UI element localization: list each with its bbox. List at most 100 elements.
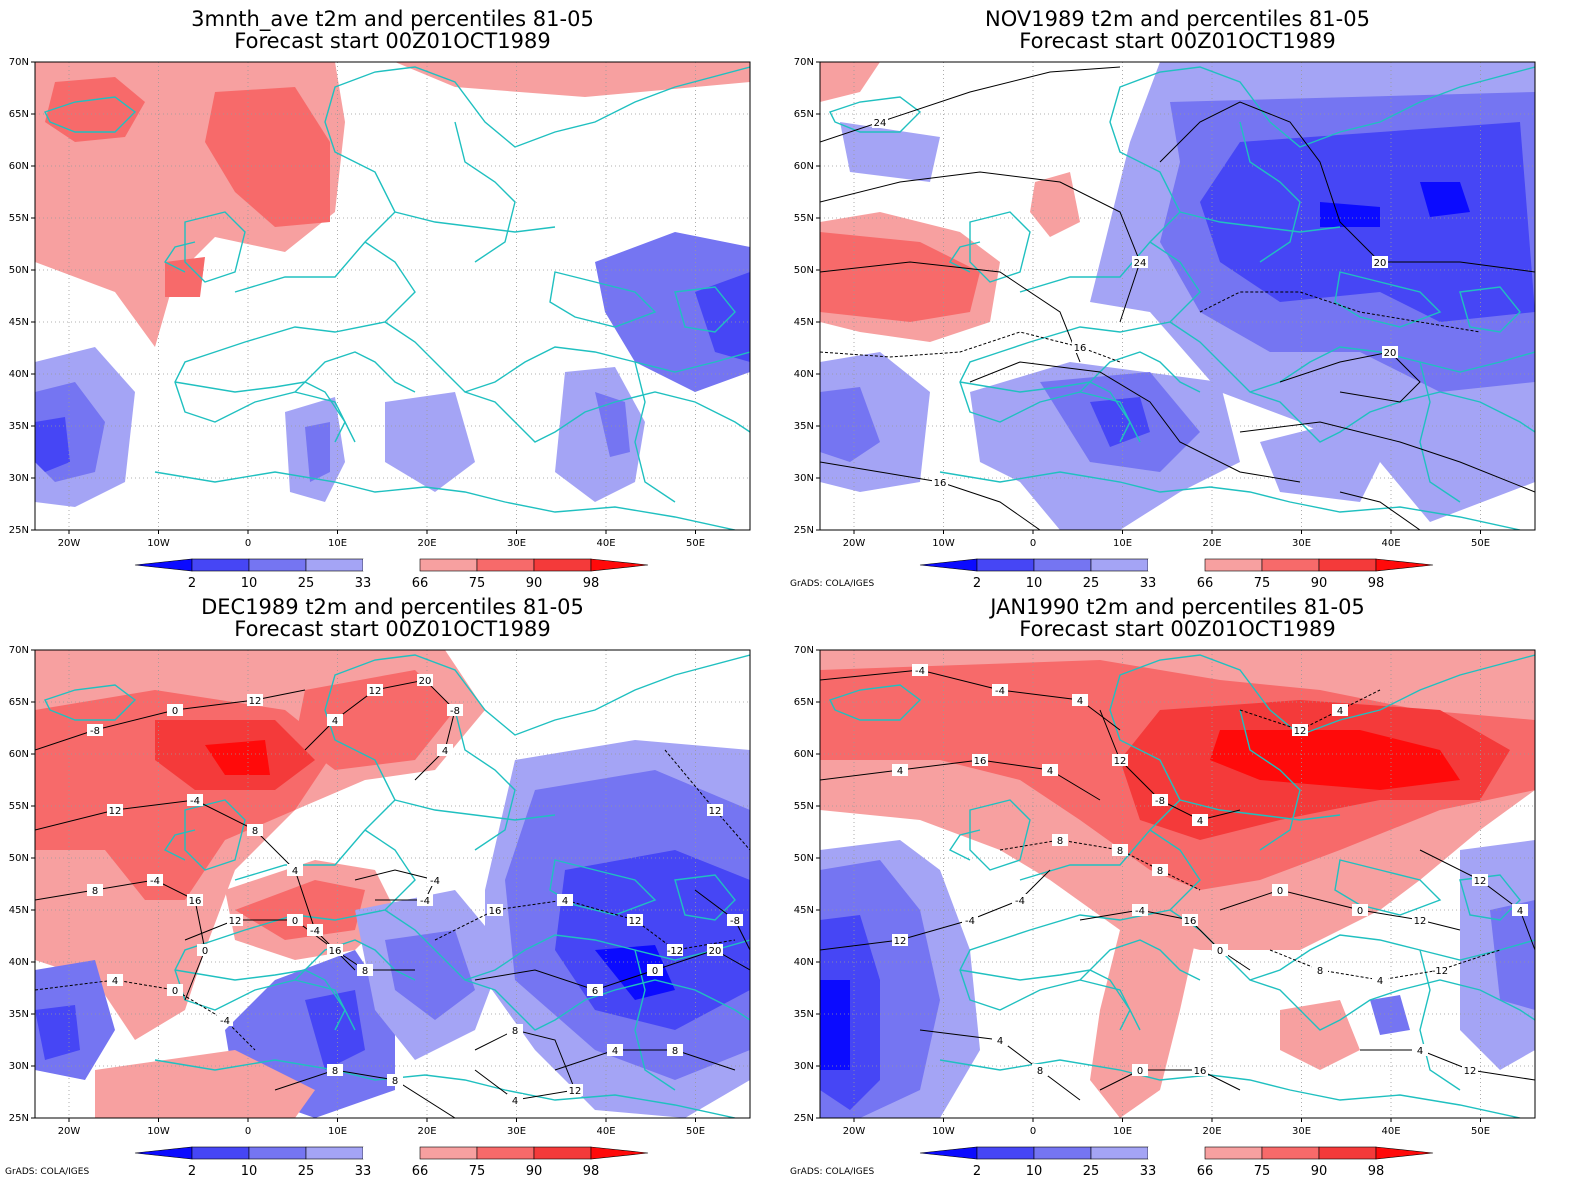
colorbar-level-label: 98 — [1368, 576, 1385, 591]
contour-label-text: 0 — [202, 946, 208, 957]
coastline — [1249, 391, 1535, 443]
contour-label-text: 12 — [109, 806, 122, 817]
coastline — [184, 211, 246, 283]
contour-label-text: 12 — [1464, 1066, 1477, 1077]
lon-tick-label: 20E — [417, 538, 436, 549]
contour-label: 20 — [1372, 256, 1388, 269]
contour-label: 24 — [872, 116, 888, 129]
lat-tick-label: 60N — [9, 161, 29, 172]
colorbar-segment — [533, 558, 592, 572]
colorbar-arrow-low — [919, 558, 978, 572]
contour-label: 8 — [247, 824, 263, 837]
colorbar-level-label: 10 — [1026, 576, 1043, 591]
lon-tick-label: 50E — [686, 538, 705, 549]
contour-label: 12 — [892, 934, 908, 947]
coastline — [294, 391, 356, 443]
coastline — [674, 874, 736, 921]
lat-tick-label: 60N — [794, 749, 814, 760]
percentile-shading-5 — [395, 62, 750, 97]
contour-label: 4 — [892, 764, 908, 777]
lat-tick-label: 40N — [9, 369, 29, 380]
coastline — [549, 271, 657, 328]
contour-label-text: 16 — [934, 478, 947, 489]
coastline — [1334, 859, 1442, 916]
percentile-shading-2 — [45, 77, 145, 142]
lat-tick-label: 65N — [794, 697, 814, 708]
lon-tick-label: 20W — [843, 1126, 866, 1137]
colorbar-segment — [476, 558, 535, 572]
coastline — [1419, 361, 1461, 503]
colorbar-level-label: 90 — [526, 576, 543, 591]
contour-label-text: 4 — [442, 746, 448, 757]
coastline — [969, 799, 1031, 871]
map-panel-4: JAN1990 t2m and percentiles 81-05Forecas… — [790, 595, 1536, 1179]
lat-tick-label: 35N — [9, 1009, 29, 1020]
coastline — [1239, 121, 1301, 263]
contour-label: 4 — [1042, 764, 1058, 777]
coastline — [1169, 321, 1535, 393]
lat-tick-label: 55N — [794, 213, 814, 224]
temperature-contour — [1360, 1049, 1535, 1081]
percentile-shading-5 — [295, 670, 455, 770]
lon-tick-label: 10W — [932, 538, 955, 549]
lon-tick-label: 30E — [1292, 538, 1311, 549]
colorbar-segment — [1033, 1146, 1092, 1160]
coastline — [829, 96, 922, 133]
lat-tick-label: 65N — [794, 109, 814, 120]
temperature-contour — [1269, 949, 1501, 981]
lat-tick-label: 30N — [9, 1061, 29, 1072]
colorbar-arrow-high — [1375, 558, 1434, 572]
lat-tick-label: 60N — [794, 161, 814, 172]
temperature-contour — [969, 361, 1301, 483]
coastline — [948, 241, 981, 273]
map-frame — [34, 61, 751, 531]
lat-tick-label: 25N — [794, 1113, 814, 1124]
percentile-shading-15 — [595, 392, 630, 457]
percentile-shading-2 — [840, 122, 940, 182]
contour-label: 12 — [107, 804, 123, 817]
grads-credit: GrADS: COLA/IGES — [790, 579, 874, 589]
percentile-shading-18 — [95, 1050, 315, 1118]
colorbar: 2 10 25 33 66 75 90 98 — [919, 558, 1434, 591]
contour-label-text: -12 — [1432, 966, 1448, 977]
contour-label: 8 — [1052, 834, 1068, 847]
lat-tick-label: 70N — [794, 645, 814, 656]
colorbar-level-label: 10 — [1026, 1164, 1043, 1179]
lat-tick-label: 30N — [794, 1061, 814, 1072]
colorbar-level-label: 33 — [1140, 576, 1157, 591]
contour-label: 20 — [417, 674, 433, 687]
lat-tick-label: 70N — [794, 57, 814, 68]
contour-label: 8 — [1112, 844, 1128, 857]
colorbar-segment — [419, 558, 478, 572]
percentile-shading-13 — [385, 392, 475, 492]
map-area: -4 -4 0 4 -8 -4 -4 0 -12 4 4 8 0 4 12 4 8 12 12 4 16 8 4 12 0 4 -4… — [820, 650, 1535, 1118]
contour-label: 20 — [707, 944, 723, 957]
contour-label-text: -8 — [450, 706, 460, 717]
contour-label: 8 — [387, 1074, 403, 1087]
contour-label-text: 4 — [997, 1036, 1003, 1047]
colorbar-arrow-low — [919, 1146, 978, 1160]
lat-tick-label: 65N — [9, 697, 29, 708]
coastline — [163, 241, 196, 273]
contour-label-text: 4 — [512, 1096, 518, 1107]
contour-label-text: 0 — [172, 706, 178, 717]
colorbar-segment — [1261, 1146, 1320, 1160]
lat-tick-label: 45N — [9, 905, 29, 916]
contour-label: -12 — [667, 944, 683, 957]
coastline — [1459, 874, 1521, 921]
lon-tick-label: 0 — [245, 1126, 251, 1137]
percentile-shading-4 — [205, 740, 270, 775]
contour-label-text: 8 — [672, 1046, 678, 1057]
map-frame — [819, 649, 1536, 1119]
panel-subtitle: Forecast start 00Z01OCT1989 — [234, 617, 550, 641]
contour-label: 16 — [1072, 341, 1088, 354]
contour-label: 0 — [1212, 944, 1228, 957]
percentile-shading-6 — [595, 232, 750, 392]
contour-label: 12 — [367, 684, 383, 697]
coastline — [1079, 391, 1141, 443]
colorbar-level-label: 75 — [469, 1164, 486, 1179]
coastline — [44, 96, 137, 133]
lon-tick-label: 10E — [1113, 538, 1132, 549]
lat-tick-label: 35N — [9, 421, 29, 432]
contour-label-text: 4 — [1047, 766, 1053, 777]
